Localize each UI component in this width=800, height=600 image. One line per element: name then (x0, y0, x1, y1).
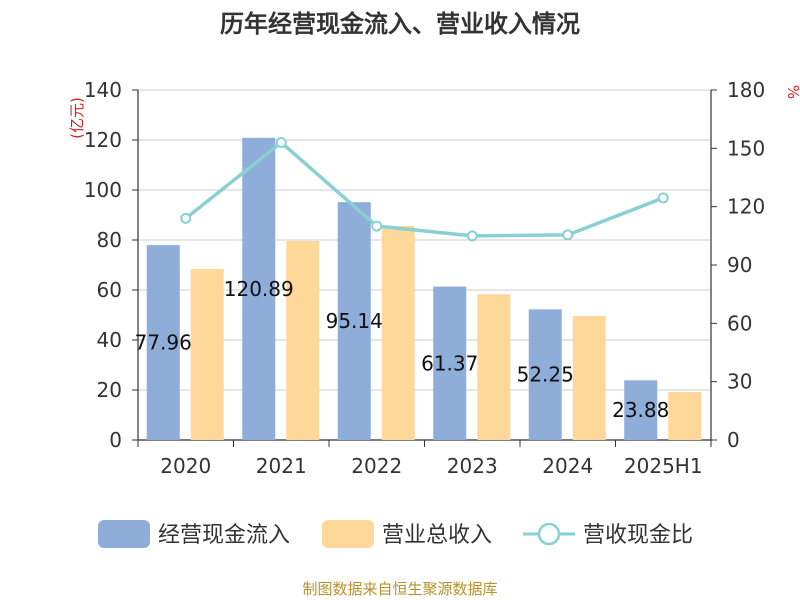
y-right-tick-label: 150 (727, 136, 765, 160)
bar-cash-inflow (528, 309, 562, 440)
line-point (657, 192, 669, 204)
bar-cash-inflow (146, 245, 180, 440)
x-tick-label: 2023 (447, 454, 498, 478)
legend-swatch-marker (537, 522, 561, 546)
bar-data-label: 23.88 (612, 398, 669, 422)
bar-revenue (668, 392, 702, 440)
x-tick-label: 2020 (160, 454, 211, 478)
chart-title: 历年经营现金流入、营业收入情况 (220, 10, 580, 38)
legend-label: 营业总收入 (382, 523, 492, 548)
line-point (180, 212, 192, 224)
y-left-tick-label: 60 (97, 278, 122, 302)
x-tick-label: 2022 (351, 454, 402, 478)
legend-swatch-revenue (322, 520, 374, 548)
y-left-tick-label: 20 (97, 378, 122, 402)
bar-data-label: 77.96 (135, 331, 192, 355)
bar-cash-inflow (242, 137, 276, 440)
bar-data-label: 120.89 (224, 277, 294, 301)
y-right-tick-label: 180 (727, 78, 765, 102)
y-right-tick-label: 30 (727, 370, 752, 394)
y-left-unit: (亿元) (68, 97, 86, 139)
bar-revenue (190, 269, 224, 440)
legend-label: 经营现金流入 (158, 523, 290, 548)
y-left-tick-label: 140 (84, 78, 122, 102)
bar-cash-inflow (433, 286, 467, 440)
x-tick-label: 2024 (542, 454, 593, 478)
bar-data-label: 61.37 (421, 351, 478, 375)
line-point (275, 137, 287, 148)
legend-label: 营收现金比 (583, 523, 693, 548)
y-right-tick-label: 90 (727, 253, 752, 277)
bar-cash-inflow (337, 202, 371, 440)
y-right-unit: % (784, 85, 800, 99)
line-point (562, 229, 574, 241)
bar-revenue (381, 226, 415, 440)
bar-cash-inflow (624, 380, 658, 440)
bar-revenue (477, 294, 511, 440)
bar-data-label: 52.25 (517, 363, 574, 387)
line-point (466, 230, 478, 242)
x-tick-label: 2025H1 (624, 454, 703, 478)
y-right-tick-label: 60 (727, 311, 752, 335)
y-right-tick-label: 120 (727, 195, 765, 219)
y-left-tick-label: 80 (97, 228, 122, 252)
line-cash-ratio (184, 140, 664, 238)
line-point (371, 220, 383, 232)
bar-revenue (286, 241, 320, 440)
x-tick-label: 2021 (256, 454, 307, 478)
y-left-tick-label: 40 (97, 328, 122, 352)
y-right-tick-label: 0 (727, 428, 740, 452)
bar-data-label: 95.14 (326, 309, 383, 333)
y-left-tick-label: 100 (84, 178, 122, 202)
y-left-tick-label: 0 (109, 428, 122, 452)
y-left-tick-label: 120 (84, 128, 122, 152)
source-footer: 制图数据来自恒生聚源数据库 (302, 580, 498, 598)
bar-revenue (572, 316, 606, 440)
legend-swatch-cash-inflow (98, 520, 150, 548)
